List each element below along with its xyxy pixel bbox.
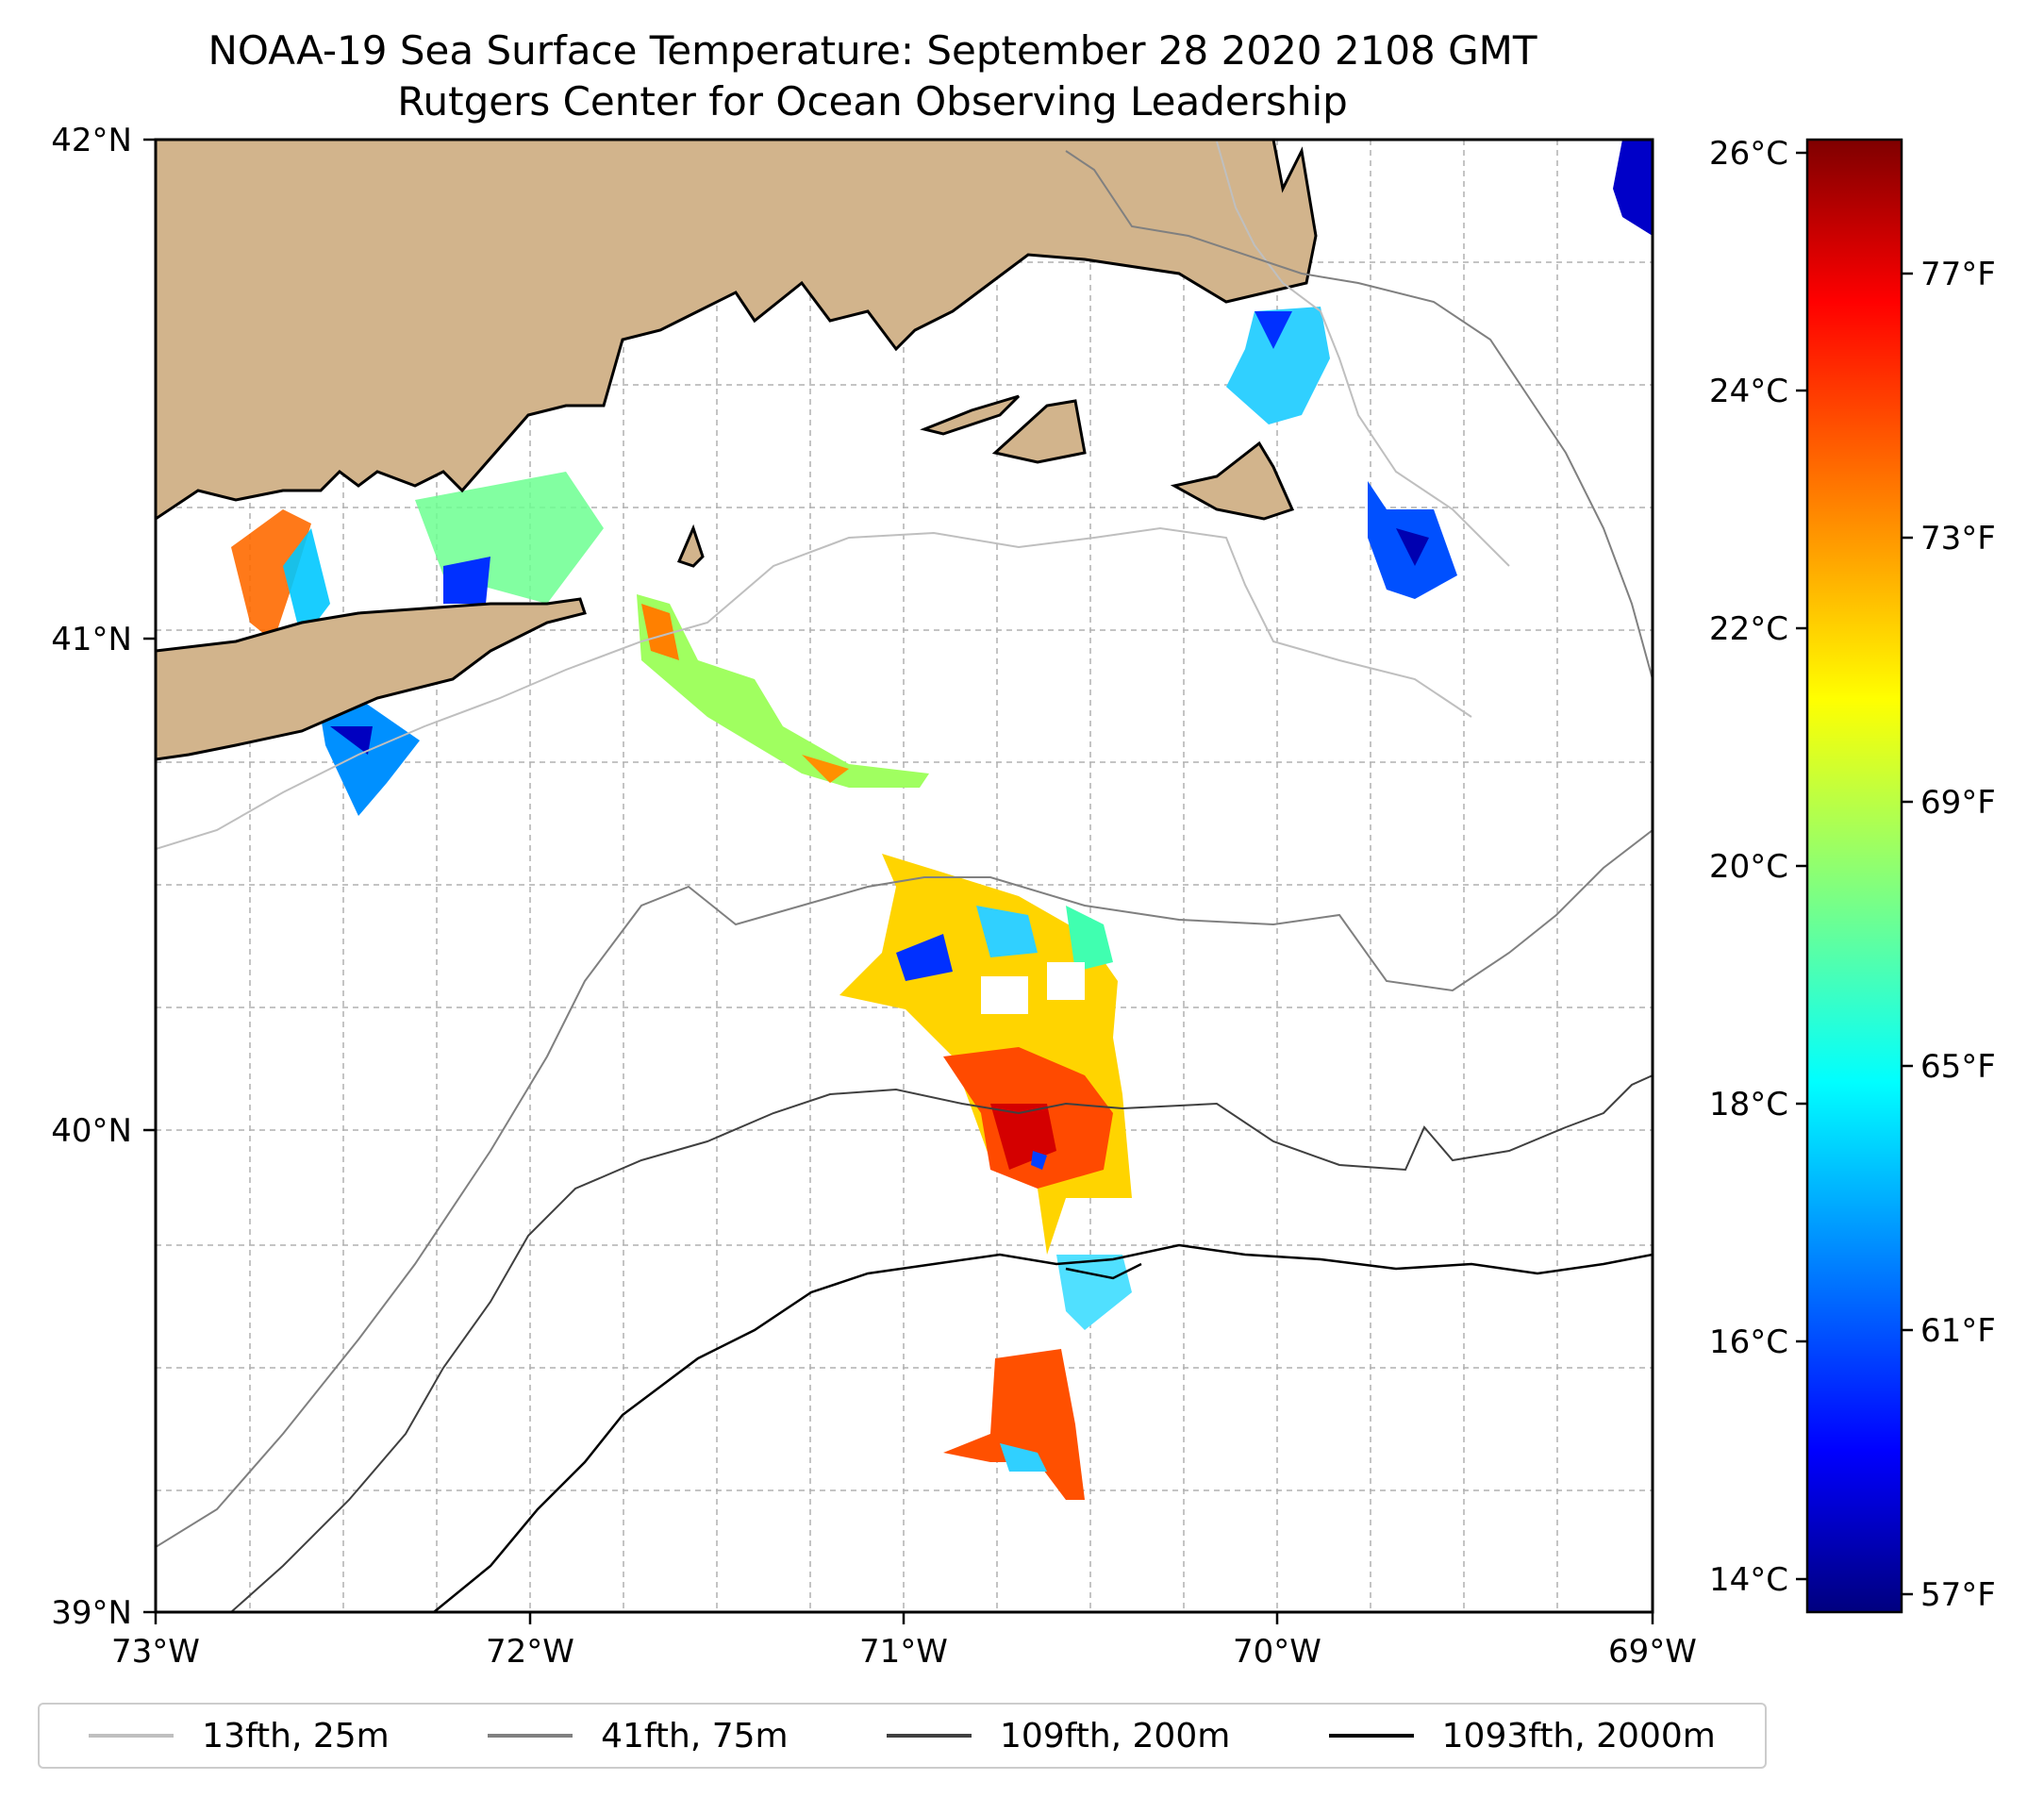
celsius-label: 20°C [1709, 848, 1788, 886]
land-mainland [156, 140, 1318, 521]
sst-patch-ls-south-dark [330, 726, 373, 755]
colorbar-celsius-labels: 26°C 24°C 22°C 20°C 18°C 16°C 14°C [1709, 135, 1788, 1599]
colorbar [1805, 138, 1903, 1614]
lon-label: 73°W [111, 1633, 200, 1671]
lat-label: 41°N [51, 621, 132, 658]
lon-label: 72°W [486, 1633, 574, 1671]
colorbar-ticks [1796, 151, 1913, 1596]
celsius-label: 18°C [1709, 1086, 1788, 1123]
sst-patch-shelf-north-cyan [976, 906, 1038, 957]
celsius-label: 24°C [1709, 373, 1788, 410]
sst-patch-lis-west-cool [283, 528, 330, 641]
lon-labels: 73°W 72°W 71°W 70°W 69°W [111, 1633, 1697, 1671]
lat-labels: 42°N 41°N 40°N 39°N [51, 122, 132, 1632]
sst-patch-ne-corner [1613, 140, 1653, 236]
fahrenheit-label: 77°F [1920, 256, 1996, 293]
isobath-75m [156, 829, 1653, 1548]
legend-line-icon [1328, 1734, 1414, 1738]
isobath-25m [156, 526, 1472, 850]
celsius-label: 14°C [1709, 1561, 1788, 1599]
land-long-island [156, 597, 587, 761]
fahrenheit-label: 65°F [1920, 1048, 1996, 1086]
legend-item-25m: 13fth, 25m [89, 1717, 390, 1755]
sst-patch-lis-mid-blue [443, 557, 490, 604]
map-content [156, 140, 1653, 1612]
legend-label: 41fth, 75m [601, 1716, 789, 1755]
celsius-label: 16°C [1709, 1323, 1788, 1361]
isobath-legend: 13fth, 25m 41fth, 75m 109fth, 200m 1093f… [38, 1703, 1767, 1769]
sst-patch-plume-warm [641, 604, 679, 660]
fahrenheit-label: 57°F [1920, 1576, 1996, 1614]
isobath-2000m-b [1065, 1262, 1142, 1280]
sst-patch-ccbay [1226, 307, 1330, 424]
graticule [156, 140, 1653, 1612]
lat-label: 39°N [51, 1594, 132, 1632]
sst-patch-south [943, 1349, 1085, 1500]
sst-patch-south-cool [1000, 1443, 1047, 1472]
legend-line-icon [89, 1734, 174, 1738]
lon-label: 69°W [1608, 1633, 1697, 1671]
sst-patch-slope [1056, 1255, 1132, 1330]
chart-subtitle: Rutgers Center for Ocean Observing Leade… [397, 78, 1348, 125]
sst-patch-white-gap [981, 976, 1028, 1014]
legend-item-2000m: 1093fth, 2000m [1328, 1716, 1716, 1755]
land-block-island [676, 524, 705, 568]
land-nantucket [1170, 441, 1295, 521]
legend-label: 109fth, 200m [999, 1716, 1231, 1755]
sst-patch-lis-west [231, 509, 311, 641]
celsius-label: 26°C [1709, 135, 1788, 173]
land-elizabeth-islands [920, 394, 1021, 436]
fahrenheit-label: 73°F [1920, 520, 1996, 557]
lon-label: 71°W [859, 1633, 948, 1671]
legend-label: 13fth, 25m [202, 1716, 390, 1755]
land-marthas-vineyard [991, 399, 1087, 464]
isobaths [156, 141, 1653, 1612]
legend-line-icon [488, 1734, 573, 1738]
sst-patch-shelf-north-blue [896, 934, 953, 981]
sst-patch-core-blue [1031, 1151, 1047, 1170]
legend-line-icon [886, 1734, 972, 1738]
land [156, 140, 1318, 761]
fahrenheit-label: 69°F [1920, 784, 1996, 822]
lat-label: 40°N [51, 1112, 132, 1150]
isobath-25m-b [1216, 141, 1510, 567]
legend-label: 1093fth, 2000m [1441, 1716, 1716, 1755]
sst-patch-plume-warm2 [802, 755, 849, 783]
lat-label: 42°N [51, 122, 132, 159]
fahrenheit-label: 61°F [1920, 1312, 1996, 1350]
sst-patch-shelf-north-green [1066, 906, 1113, 972]
isobath-2000m [433, 1243, 1653, 1612]
isobath-200m [230, 1074, 1653, 1612]
legend-item-200m: 109fth, 200m [886, 1716, 1231, 1755]
sst-patch-ccbay-blue [1255, 311, 1292, 349]
sst-patch-nantucket-dark [1396, 528, 1429, 566]
colorbar-fahrenheit-labels: 77°F 73°F 69°F 65°F 61°F 57°F [1920, 256, 1996, 1614]
lon-label: 70°W [1233, 1633, 1321, 1671]
sst-patches [231, 140, 1653, 1500]
sst-patch-white-gap2 [1047, 962, 1085, 1000]
legend-item-75m: 41fth, 75m [488, 1717, 789, 1755]
isobath-75m-b [1065, 150, 1653, 680]
chart-title: NOAA-19 Sea Surface Temperature: Septemb… [208, 27, 1537, 74]
axis-ticks [143, 138, 1654, 1624]
celsius-label: 22°C [1709, 610, 1788, 648]
